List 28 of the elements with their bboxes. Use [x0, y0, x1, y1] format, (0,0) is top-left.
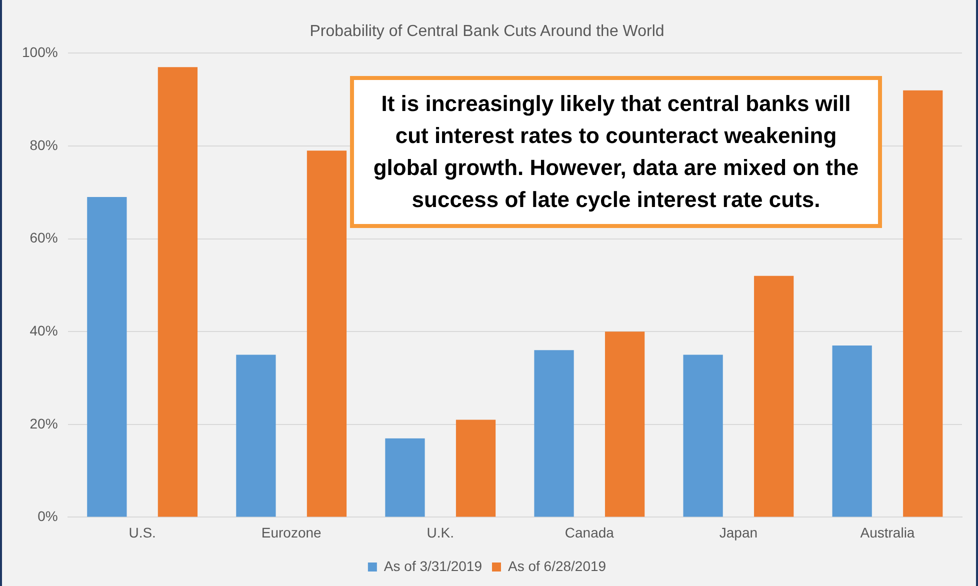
- bar: [604, 332, 645, 517]
- annotation: It is increasingly likely that central banks will cut interest rates to counteract weakening global growth. However, data are mixed on the success of late cycle interest rate cuts.: [350, 76, 882, 228]
- y-tick-label: 40%: [30, 322, 58, 338]
- bar: [832, 346, 872, 517]
- bar: [236, 354, 276, 517]
- bar: [158, 67, 198, 517]
- legend-label: As of 6/28/2019: [508, 558, 606, 574]
- y-tick-label: 20%: [30, 415, 58, 432]
- bar: [87, 197, 127, 517]
- y-tick-label: 100%: [22, 44, 58, 60]
- x-tick-label: Canada: [564, 524, 614, 540]
- y-tick-label: 80%: [30, 136, 58, 153]
- bar: [754, 276, 794, 517]
- bar: [534, 350, 574, 517]
- x-tick-label: Japan: [719, 524, 758, 540]
- y-tick-label: 0%: [38, 508, 58, 524]
- chart-title: Probability of Central Bank Cuts Around the World: [310, 23, 664, 40]
- bar: [683, 354, 723, 517]
- x-tick-label: U.K.: [426, 524, 454, 540]
- bar: [385, 438, 425, 517]
- x-tick-label: U.S.: [128, 524, 156, 540]
- bar: [306, 150, 347, 517]
- x-tick-label: Australia: [860, 524, 915, 540]
- bar: [456, 420, 496, 517]
- x-tick-label: Eurozone: [261, 524, 322, 540]
- bar: [903, 90, 943, 517]
- y-tick-label: 60%: [30, 230, 58, 246]
- legend-label: As of 3/31/2019: [384, 558, 482, 574]
